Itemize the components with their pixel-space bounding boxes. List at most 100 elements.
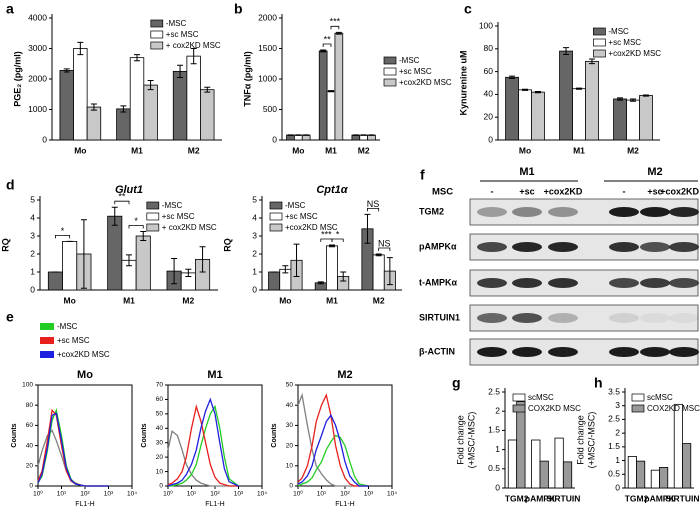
x-tick-label: Mo [74, 145, 86, 155]
x-tick-label: M1 [123, 295, 135, 305]
legend-swatch [40, 351, 54, 358]
y-tick-label: 0 [289, 483, 293, 490]
blot-band [512, 347, 542, 357]
x-axis-label: FL1-H [75, 501, 94, 508]
y-tick-label: 3000 [28, 43, 47, 53]
bar [268, 271, 281, 291]
lane-label: +cox2KD [544, 186, 583, 196]
error-bar [563, 47, 570, 55]
error-bar [80, 219, 87, 289]
x-tick-label: TGM2 [505, 493, 529, 503]
legend-swatch [146, 223, 160, 232]
panel-label: b [234, 1, 243, 17]
y-tick-label: 80 [484, 43, 494, 53]
x-tick-label: M2 [188, 145, 200, 155]
blot-row-label: MSC [432, 187, 453, 198]
bar [572, 88, 586, 141]
legend-label: + cox2KD MSC [162, 223, 217, 232]
x-tick-label: 10⁰ [163, 490, 173, 498]
x-tick-label: 10⁴ [127, 491, 137, 498]
error-bar [134, 54, 140, 62]
y-tick-label: 100 [479, 20, 493, 30]
error-bar [140, 231, 147, 241]
y-tick-label: 3.5 [608, 386, 620, 396]
blot-band [640, 347, 670, 357]
bar [186, 55, 201, 141]
x-axis-label: FL1-H [335, 501, 354, 508]
y-tick-label: 40 [26, 442, 34, 449]
blot-band [609, 278, 639, 288]
error-bar [352, 134, 359, 136]
axis-line [624, 388, 694, 489]
chart-title: Cpt1α [316, 184, 348, 196]
y-axis-label: (+MSC/-MSC) [466, 412, 476, 469]
legend-label: +sc MSC [285, 212, 318, 221]
legend-swatch [146, 212, 160, 221]
error-bar [317, 281, 324, 285]
panel-label: f [420, 167, 425, 183]
y-tick-label: 2 [30, 248, 35, 258]
panel-label: a [6, 1, 14, 17]
error-bar [335, 31, 342, 35]
axis-line [281, 14, 380, 141]
x-tick-label: 10¹ [317, 491, 327, 498]
x-tick-label: TGM2 [625, 493, 649, 503]
error-bar [147, 80, 154, 91]
chart-title: M1 [207, 369, 222, 381]
y-tick-label: 30 [156, 439, 164, 446]
y-tick-label: 2 [252, 248, 257, 258]
lane-label: +sc [519, 186, 534, 196]
bar [659, 467, 669, 489]
bar [143, 84, 158, 141]
legend-label: +sc MSC [162, 212, 195, 221]
significance-label: NS [378, 238, 391, 248]
blot-band [609, 242, 639, 252]
legend-swatch [593, 38, 606, 47]
blot-band [512, 207, 542, 217]
y-tick-label: 2000 [258, 12, 277, 22]
legend-swatch [631, 393, 645, 402]
blot-band [477, 347, 507, 357]
y-tick-label: 2000 [28, 73, 47, 83]
legend-label: +sc MSC [166, 30, 199, 39]
lane-label: +sc [647, 186, 662, 196]
legend-label: -MSC [399, 56, 420, 65]
y-axis-label: TNFα (pg/ml) [242, 51, 252, 107]
legend-swatch [383, 56, 397, 65]
y-tick-label: 1 [495, 444, 500, 454]
bar [531, 91, 545, 141]
legend-swatch [150, 41, 164, 50]
bar [326, 90, 336, 141]
histogram-line [37, 412, 109, 487]
error-bar [328, 90, 334, 93]
y-tick-label: 0 [42, 134, 47, 144]
y-tick-label: 0 [30, 284, 35, 294]
y-tick-label: 40 [286, 402, 294, 409]
blot-band [640, 278, 670, 288]
significance-bracket [128, 225, 144, 229]
bar [200, 89, 215, 141]
legend-label: -MSC [57, 322, 78, 331]
x-tick-label: pAMPK [644, 493, 675, 503]
legend-label: +sc MSC [608, 38, 641, 47]
y-tick-label: 1000 [258, 73, 277, 83]
blot-band [669, 347, 699, 357]
significance-label: * [336, 229, 340, 239]
error-bar [630, 98, 636, 102]
y-tick-label: 60 [484, 66, 494, 76]
legend-label: -MSC [285, 201, 306, 210]
histogram-line [37, 408, 109, 487]
y-tick-label: 20 [286, 442, 294, 449]
x-tick-label: SIRTUIN [546, 493, 580, 503]
error-bar [360, 134, 367, 136]
bar [636, 460, 646, 489]
y-tick-label: 70 [156, 382, 164, 389]
error-bar [177, 64, 184, 78]
error-bar [190, 48, 197, 65]
y-axis-label: PGE₂ (pg/ml) [12, 51, 22, 107]
legend-swatch [269, 223, 283, 232]
error-bar [111, 206, 118, 226]
error-bar [642, 94, 649, 97]
error-bar [199, 246, 206, 273]
significance-label: NS [367, 199, 380, 209]
